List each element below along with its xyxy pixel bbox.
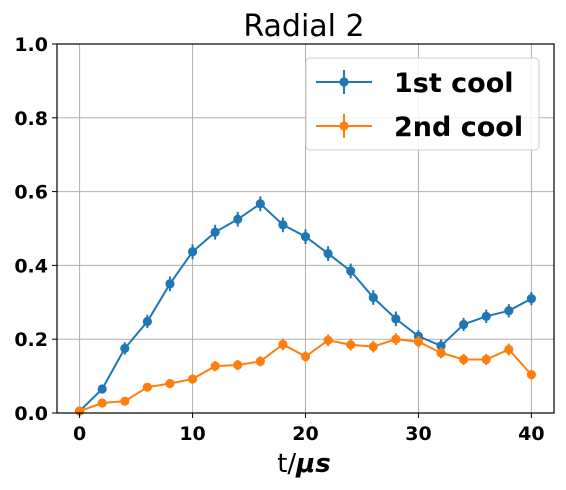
series-2: 2nd cool (0, 0.005)2nd cool (2, 0.027)2n… bbox=[74, 333, 537, 416]
data-point: 1st cool (28, 0.255) bbox=[391, 314, 401, 324]
data-point: 2nd cool (24, 0.185) bbox=[346, 340, 356, 350]
data-point: 1st cool (6, 0.248) bbox=[142, 316, 152, 327]
legend-label: 1st cool bbox=[394, 68, 514, 99]
data-point: 2nd cool (30, 0.193) bbox=[413, 337, 424, 347]
data-point: 2nd cool (28, 0.2) bbox=[391, 334, 401, 344]
x-axis-label-unit: μs bbox=[295, 449, 331, 479]
x-tick-label: 0 bbox=[73, 423, 86, 445]
data-point: 1st cool (4, 0.175) bbox=[120, 343, 130, 354]
legend: 1st cool 2nd cool bbox=[305, 57, 540, 151]
data-point: 2nd cool (32, 0.163) bbox=[436, 348, 446, 358]
data-point: 2nd cool (38, 0.172) bbox=[504, 344, 514, 355]
legend-item: 1st cool bbox=[316, 68, 514, 99]
data-point: 2nd cool (4, 0.032) bbox=[120, 396, 130, 406]
data-point: 2nd cool (16, 0.14) bbox=[255, 356, 265, 366]
data-point: 2nd cool (10, 0.092) bbox=[187, 374, 198, 384]
data-point: 1st cool (36, 0.262) bbox=[481, 311, 491, 321]
data-point: 2nd cool (20, 0.153) bbox=[300, 351, 311, 362]
x-tick-label: 10 bbox=[179, 423, 205, 445]
x-axis-label-prefix: t/ bbox=[277, 449, 296, 479]
data-point: 2nd cool (40, 0.104) bbox=[526, 370, 537, 380]
y-tick-label: 0.2 bbox=[14, 329, 48, 351]
data-point: 1st cool (8, 0.35) bbox=[165, 279, 175, 289]
legend-label: 2nd cool bbox=[394, 112, 523, 143]
data-point: 2nd cool (6, 0.07) bbox=[142, 382, 152, 392]
data-point: 1st cool (16, 0.567) bbox=[255, 199, 265, 209]
data-point: 1st cool (24, 0.385) bbox=[346, 266, 356, 276]
x-tick-label: 30 bbox=[405, 423, 431, 445]
data-point: 2nd cool (18, 0.186) bbox=[278, 339, 288, 349]
data-point: 2nd cool (36, 0.145) bbox=[481, 354, 491, 365]
data-point: 1st cool (38, 0.277) bbox=[504, 306, 514, 316]
data-point: 1st cool (10, 0.437) bbox=[187, 247, 198, 257]
data-point: 2nd cool (2, 0.027) bbox=[97, 398, 107, 408]
data-point: 1st cool (32, 0.182) bbox=[436, 341, 446, 351]
legend-swatch-marker bbox=[339, 121, 349, 131]
x-axis-label: t/μs bbox=[277, 449, 331, 479]
legend-swatch-marker bbox=[339, 77, 349, 87]
data-point: 1st cool (26, 0.313) bbox=[368, 292, 378, 303]
data-point: 1st cool (12, 0.49) bbox=[210, 227, 220, 237]
x-tick-label: 20 bbox=[292, 423, 318, 445]
data-point: 2nd cool (22, 0.197) bbox=[323, 335, 333, 345]
chart-title: Radial 2 bbox=[243, 9, 364, 44]
data-point: 1st cool (18, 0.51) bbox=[278, 220, 288, 230]
data-point: 1st cool (14, 0.525) bbox=[233, 214, 243, 224]
data-point: 1st cool (2, 0.065) bbox=[97, 384, 107, 394]
data-point: 2nd cool (14, 0.13) bbox=[233, 360, 243, 370]
y-tick-label: 0.4 bbox=[14, 255, 48, 277]
axis-ticks: 0 10 20 30 40 0.0 0.2 0.4 0.6 0.8 1.0 bbox=[14, 34, 544, 445]
data-point: 1st cool (34, 0.24) bbox=[459, 319, 469, 330]
data-point: 2nd cool (26, 0.18) bbox=[368, 341, 378, 352]
data-point: 1st cool (20, 0.478) bbox=[300, 232, 311, 242]
data-point: 1st cool (40, 0.31) bbox=[526, 294, 537, 304]
data-point: 2nd cool (12, 0.127) bbox=[210, 361, 220, 371]
data-point: 1st cool (22, 0.432) bbox=[323, 248, 333, 259]
y-tick-label: 0.0 bbox=[14, 403, 48, 425]
series-layer: 1st cool (0, 0.005)1st cool (2, 0.065)1s… bbox=[74, 196, 537, 416]
y-tick-label: 0.8 bbox=[14, 108, 48, 130]
data-point: 2nd cool (34, 0.145) bbox=[459, 354, 469, 365]
x-tick-label: 40 bbox=[518, 423, 544, 445]
y-tick-label: 1.0 bbox=[14, 34, 48, 56]
legend-item: 2nd cool bbox=[316, 112, 523, 143]
y-tick-label: 0.6 bbox=[14, 182, 48, 204]
data-point: 2nd cool (8, 0.08) bbox=[165, 378, 175, 389]
